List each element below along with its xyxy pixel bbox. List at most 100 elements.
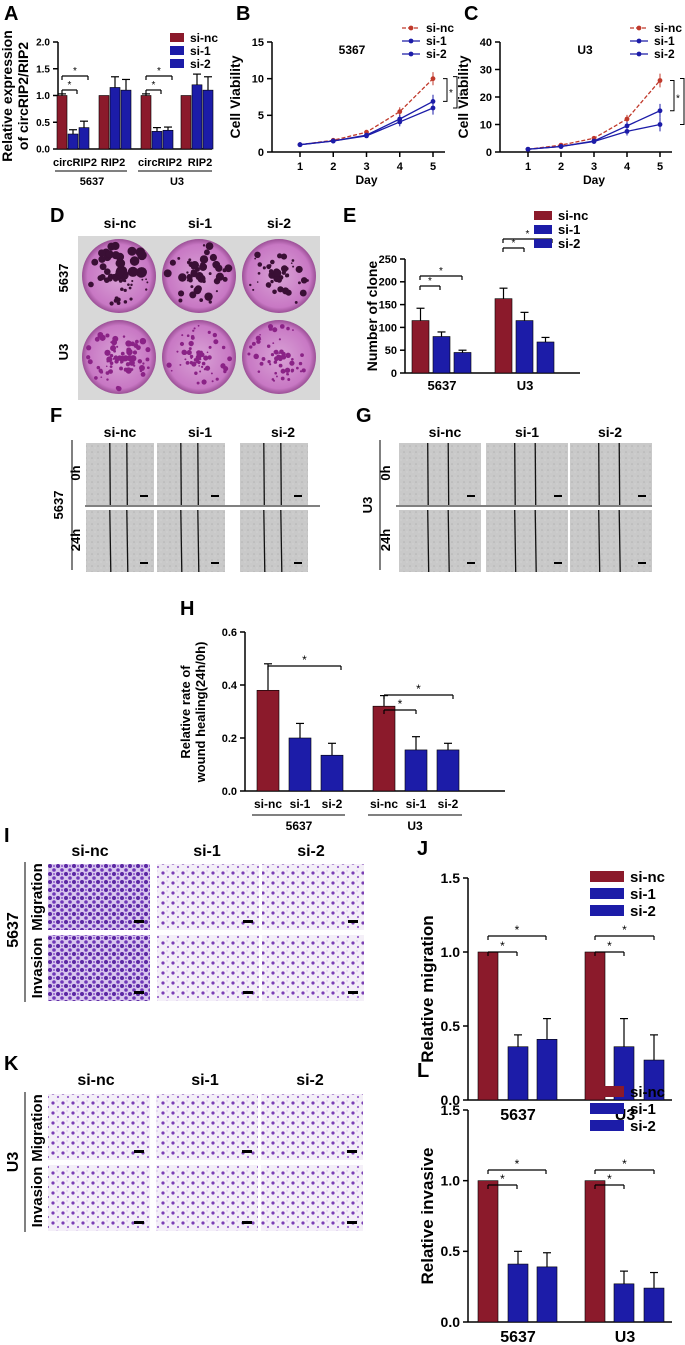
colony-mark [280,368,286,374]
colony-mark [254,257,257,260]
bar [56,95,68,150]
chart-e: 250 200 150 100 50 0 5637 U3 Number of clone * * * *… [364,208,588,393]
significance-star: * [68,80,72,91]
legend-swatch [590,1086,624,1097]
y-axis-title: Relative rate of [178,665,193,759]
colony-mark [193,327,196,330]
colony-mark [110,341,113,344]
colony-mark [96,365,101,370]
colony-mark [127,246,137,256]
colony-mark [278,363,283,368]
wound-edge-line [109,509,112,573]
scale-bar [243,920,253,923]
wound-edge-line [126,509,129,573]
colony-mark [186,361,189,364]
panel-label-b: B [236,3,250,25]
colony-mark [208,272,212,276]
transwell-image [48,935,150,1001]
bar [120,89,132,150]
significance-star: * [439,266,443,277]
y-tick-label: 2.0 [36,38,50,49]
colony-mark [105,365,108,368]
colony-mark [120,287,124,292]
bar [256,689,280,792]
colony-mark [132,350,138,355]
y-axis-title: Relative migration [418,915,437,1062]
colony-mark [184,358,187,361]
y-tick-label: 1.0 [36,91,50,102]
colony-mark [251,341,256,346]
colony-mark [278,352,280,355]
colony-mark [285,289,292,296]
colony-mark [254,251,261,259]
bar [140,95,152,150]
colony-mark [208,300,212,304]
colony-mark [221,345,226,350]
colony-mark [104,349,111,356]
bar [507,1263,529,1323]
panel-k-images: si-nc si-1 si-2 Migration Invasion U3 [5,1072,363,1232]
y-tick-label: 0 [258,147,264,159]
colony-mark [191,361,197,367]
panel-f-row-label: 0h [68,465,83,480]
colony-mark [256,339,261,344]
significance-star: * [607,1172,612,1186]
colony-mark [178,290,185,297]
wound-edge-line [109,442,111,506]
colony-mark [188,340,194,347]
data-point [624,123,630,129]
chart-h: 0.6 0.4 0.2 0.0 si-nc si-1 si-2 si-nc si-1 si-2 56… [178,627,505,833]
bar [288,737,312,792]
wound-image [86,510,154,572]
colony-mark [109,365,113,368]
colony-mark [210,372,213,375]
colony-mark [145,278,147,281]
panel-label-f: F [50,405,62,427]
colony-mark [116,297,121,302]
colony-mark [267,359,271,364]
colony-mark [298,361,303,366]
colony-mark [139,369,143,373]
colony-mark [249,345,252,348]
legend-label: si-1 [558,222,580,237]
bar [372,705,396,792]
y-axis-title: of circRIP2/RIP2 [15,42,31,150]
scale-bar [211,562,219,564]
panel-g-row-label: 24h [378,529,393,551]
bar [202,89,214,150]
bar [162,129,174,150]
colony-mark [286,326,290,331]
wound-image [399,443,481,505]
panel-i-col-label: si-2 [297,843,325,860]
bar [404,749,428,792]
colony-mark [86,355,91,360]
colony-mark [190,335,195,339]
colony-mark [287,378,291,381]
legend-swatch [170,59,184,68]
colony-mark [213,339,219,345]
bar [613,1283,635,1323]
colony-mark [115,267,125,277]
colony-mark [280,265,288,273]
y-tick-label: 0.5 [441,1243,461,1259]
legend-label: si-nc [558,208,588,223]
y-axis-title: Relative expression [0,30,15,162]
colony-mark [120,351,125,356]
colony-mark [262,266,266,270]
colony-mark [204,365,211,371]
significance-bracket [680,78,685,125]
scale-bar [638,495,646,497]
wound-edge-line [197,442,199,506]
colony-mark [125,362,131,367]
x-tick-label: RIP2 [188,157,212,169]
colony-mark [194,287,201,293]
y-tick-label: 1.0 [441,944,461,960]
colony-mark [270,259,275,265]
scale-bar [348,991,358,994]
y-tick-label: 100 [379,322,397,334]
y-tick-label: 0.0 [441,1092,461,1108]
series-line [299,107,434,146]
colony-mark [186,334,190,338]
significance-star: * [526,229,530,240]
